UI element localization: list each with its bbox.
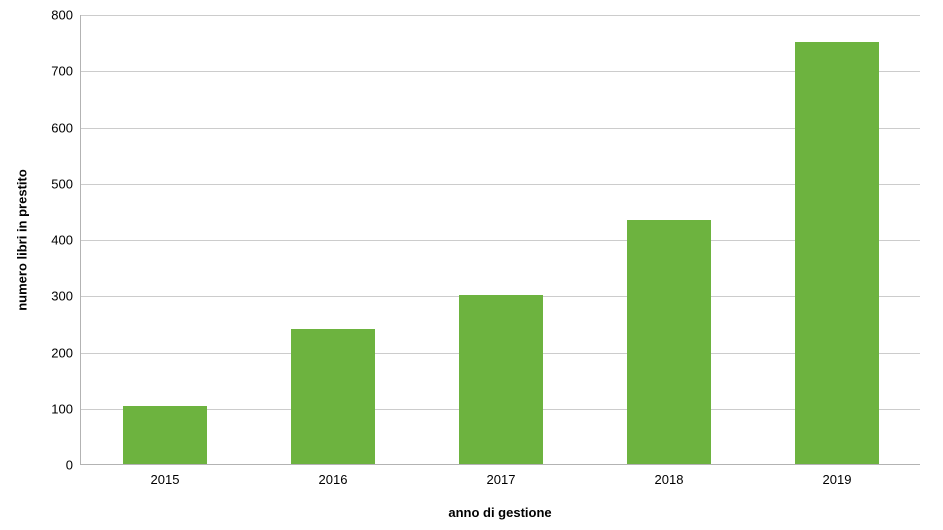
bar-chart: 0 100 200 300 400 500 600 700 800 2015 2016 2017 201… <box>0 0 943 530</box>
bar <box>123 406 207 464</box>
bar <box>459 295 543 464</box>
x-tick-label: 2015 <box>151 464 180 487</box>
y-tick-label: 400 <box>51 233 81 248</box>
y-tick-label: 100 <box>51 401 81 416</box>
y-tick-label: 700 <box>51 64 81 79</box>
x-tick-label: 2018 <box>655 464 684 487</box>
y-axis-title: numero libri in prestito <box>15 169 30 311</box>
bar <box>627 220 711 464</box>
y-tick-label: 600 <box>51 120 81 135</box>
gridline <box>81 15 920 16</box>
x-tick-label: 2016 <box>319 464 348 487</box>
y-tick-label: 300 <box>51 289 81 304</box>
x-tick-label: 2019 <box>823 464 852 487</box>
y-tick-label: 500 <box>51 176 81 191</box>
x-tick-label: 2017 <box>487 464 516 487</box>
bar <box>795 42 879 464</box>
x-axis-title: anno di gestione <box>448 505 551 520</box>
y-tick-label: 0 <box>66 458 81 473</box>
bar <box>291 329 375 464</box>
y-tick-label: 200 <box>51 345 81 360</box>
y-tick-label: 800 <box>51 8 81 23</box>
plot-area: 0100200300400500600700800201520162017201… <box>80 15 920 465</box>
